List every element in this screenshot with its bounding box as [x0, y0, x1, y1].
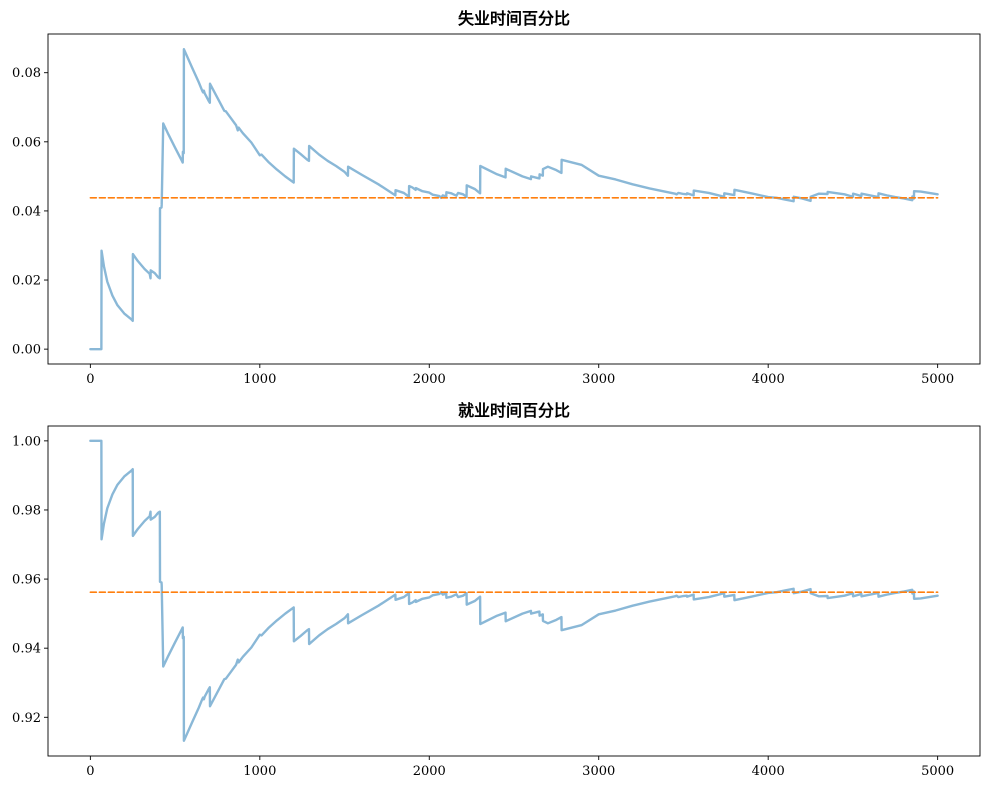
unemployment-y-tick-label: 0.02: [12, 274, 41, 289]
employment-x-tick-label: 3000: [582, 764, 615, 779]
employment-chart: 就业时间百分比 0 1000 2000 3000 4000 5000 0.92 0.94 0.9…: [12, 401, 981, 779]
unemployment-x-tick-label: 4000: [752, 372, 785, 387]
unemployment-y-tick-label: 0.06: [12, 135, 41, 150]
unemployment-chart-title: 失业时间百分比: [458, 9, 570, 28]
employment-x-tick-label: 0: [86, 764, 94, 779]
unemployment-chart-axes: [47, 33, 981, 365]
employment-y-tick-label: 0.96: [12, 573, 41, 588]
employment-y-tick-label: 0.98: [12, 503, 41, 518]
employment-y-tick-label: 0.94: [12, 642, 41, 657]
unemployment-chart: 失业时间百分比 0 1000 2000 3000 4000 5000 0.00 0.02 0.0…: [12, 9, 981, 387]
employment-y-tick-label: 0.92: [12, 711, 41, 726]
unemployment-x-tick-label: 1000: [243, 372, 276, 387]
employment-x-tick-label: 4000: [752, 764, 785, 779]
unemployment-x-tick-label: 2000: [413, 372, 446, 387]
employment-x-tick-label: 1000: [243, 764, 276, 779]
unemployment-chart-series: [89, 48, 939, 351]
employment-chart-ticks: 0 1000 2000 3000 4000 5000 0.92 0.94 0.96 0.98 1.0…: [12, 434, 954, 779]
unemployment-y-tick-label: 0.04: [12, 204, 41, 219]
employment-y-tick-label: 1.00: [12, 434, 41, 449]
unemployment-x-tick-label: 0: [86, 372, 94, 387]
employment-x-tick-label: 5000: [921, 764, 954, 779]
unemployment-y-tick-label: 0.00: [12, 343, 41, 358]
unemployment-x-tick-label: 5000: [921, 372, 954, 387]
unemployment-y-tick-label: 0.08: [12, 66, 41, 81]
unemployment-x-tick-label: 3000: [582, 372, 615, 387]
employment-chart-title: 就业时间百分比: [458, 401, 570, 420]
employment-chart-axes: [47, 425, 981, 757]
employment-x-tick-label: 2000: [413, 764, 446, 779]
employment-chart-series: [89, 439, 939, 742]
unemployment-chart-ticks: 0 1000 2000 3000 4000 5000 0.00 0.02 0.04 0.06 0.0…: [12, 66, 954, 387]
